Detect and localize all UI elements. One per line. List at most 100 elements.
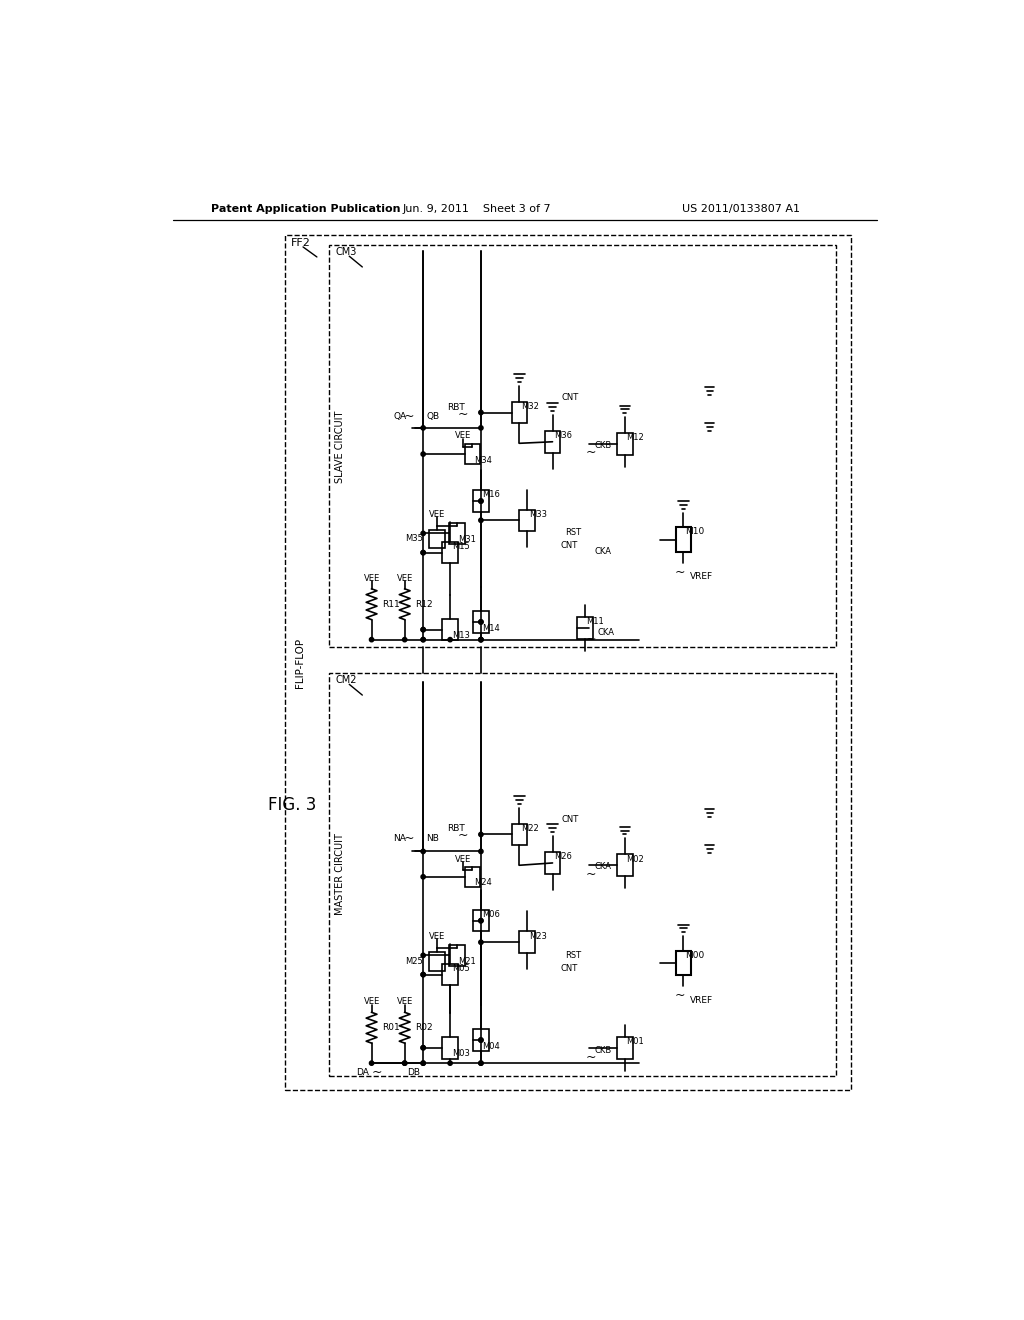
Circle shape bbox=[421, 1045, 425, 1049]
Bar bbox=[676, 527, 691, 552]
Circle shape bbox=[421, 973, 425, 977]
Bar bbox=[512, 401, 527, 424]
Text: ~: ~ bbox=[458, 408, 468, 421]
Bar bbox=[617, 1038, 633, 1059]
Circle shape bbox=[402, 1061, 407, 1065]
Text: RST: RST bbox=[565, 528, 582, 537]
Bar bbox=[512, 824, 527, 845]
Text: M11: M11 bbox=[587, 618, 604, 627]
Bar bbox=[442, 543, 458, 564]
Bar bbox=[545, 853, 560, 874]
Circle shape bbox=[421, 451, 425, 457]
Text: FF2: FF2 bbox=[291, 238, 310, 248]
Circle shape bbox=[402, 638, 407, 642]
Text: M10: M10 bbox=[685, 528, 705, 536]
Text: Patent Application Publication: Patent Application Publication bbox=[211, 205, 401, 214]
Text: ~: ~ bbox=[586, 446, 596, 459]
Circle shape bbox=[421, 849, 425, 854]
Text: ~: ~ bbox=[372, 1065, 382, 1078]
Circle shape bbox=[421, 1061, 425, 1065]
Circle shape bbox=[421, 550, 425, 554]
Circle shape bbox=[421, 973, 425, 977]
Text: VEE: VEE bbox=[396, 997, 413, 1006]
Circle shape bbox=[421, 531, 425, 536]
Text: CKA: CKA bbox=[594, 862, 611, 871]
Text: NB: NB bbox=[426, 834, 439, 842]
Bar bbox=[429, 529, 444, 548]
Circle shape bbox=[421, 627, 425, 632]
Text: M14: M14 bbox=[482, 623, 500, 632]
Text: SLAVE CIRCUIT: SLAVE CIRCUIT bbox=[335, 411, 345, 483]
Text: M01: M01 bbox=[627, 1038, 644, 1045]
Text: M15: M15 bbox=[452, 543, 469, 550]
Bar bbox=[545, 432, 560, 453]
Circle shape bbox=[479, 499, 483, 503]
Text: QB: QB bbox=[426, 412, 439, 421]
Text: VEE: VEE bbox=[364, 574, 380, 582]
Bar bbox=[473, 611, 488, 632]
Text: M36: M36 bbox=[554, 432, 572, 440]
Circle shape bbox=[370, 1061, 374, 1065]
Circle shape bbox=[402, 1061, 407, 1065]
Text: VREF: VREF bbox=[689, 995, 713, 1005]
Text: R11: R11 bbox=[382, 599, 400, 609]
Text: M34: M34 bbox=[474, 455, 492, 465]
Circle shape bbox=[421, 550, 425, 554]
Text: ~: ~ bbox=[586, 632, 596, 645]
Text: M03: M03 bbox=[452, 1049, 470, 1059]
Text: VEE: VEE bbox=[364, 997, 380, 1006]
Bar bbox=[285, 235, 851, 1090]
Text: CM3: CM3 bbox=[336, 247, 356, 257]
Bar bbox=[617, 433, 633, 455]
Circle shape bbox=[479, 499, 483, 503]
Bar bbox=[519, 510, 535, 531]
Text: CNT: CNT bbox=[560, 541, 578, 550]
Text: R12: R12 bbox=[416, 599, 433, 609]
Circle shape bbox=[421, 627, 425, 632]
Circle shape bbox=[479, 849, 483, 854]
Text: CKA: CKA bbox=[597, 628, 614, 638]
Circle shape bbox=[421, 953, 425, 957]
Text: FLIP-FLOP: FLIP-FLOP bbox=[295, 638, 305, 688]
Circle shape bbox=[421, 1045, 425, 1049]
Circle shape bbox=[447, 638, 453, 642]
Text: ~: ~ bbox=[404, 832, 415, 845]
Circle shape bbox=[370, 638, 374, 642]
Circle shape bbox=[479, 620, 483, 624]
Text: M35: M35 bbox=[406, 535, 423, 544]
Text: M31: M31 bbox=[459, 535, 476, 544]
Bar bbox=[429, 952, 444, 970]
Text: M02: M02 bbox=[627, 854, 644, 863]
Circle shape bbox=[479, 1038, 483, 1043]
Text: RBT: RBT bbox=[446, 403, 464, 412]
Circle shape bbox=[479, 519, 483, 523]
Bar bbox=[465, 867, 480, 887]
Circle shape bbox=[447, 1061, 453, 1065]
Text: ~: ~ bbox=[586, 869, 596, 880]
Circle shape bbox=[479, 638, 483, 642]
Circle shape bbox=[421, 638, 425, 642]
Bar bbox=[617, 854, 633, 876]
Text: CNT: CNT bbox=[562, 814, 579, 824]
Bar bbox=[442, 1038, 458, 1059]
Circle shape bbox=[421, 638, 425, 642]
Circle shape bbox=[479, 638, 483, 642]
Circle shape bbox=[479, 638, 483, 642]
Text: NA: NA bbox=[393, 834, 407, 842]
Text: M00: M00 bbox=[685, 950, 705, 960]
Text: DB: DB bbox=[407, 1068, 420, 1077]
Text: VEE: VEE bbox=[455, 432, 471, 440]
Text: M16: M16 bbox=[482, 491, 501, 499]
Bar bbox=[442, 619, 458, 640]
Text: RBT: RBT bbox=[446, 824, 464, 833]
Bar bbox=[578, 618, 593, 639]
Circle shape bbox=[421, 1061, 425, 1065]
Bar bbox=[330, 673, 836, 1076]
Text: VEE: VEE bbox=[396, 574, 413, 582]
Bar bbox=[473, 1030, 488, 1051]
Text: M32: M32 bbox=[521, 401, 539, 411]
Text: VEE: VEE bbox=[455, 854, 471, 863]
Text: M13: M13 bbox=[452, 631, 470, 640]
Text: M21: M21 bbox=[459, 957, 476, 966]
Circle shape bbox=[479, 1061, 483, 1065]
